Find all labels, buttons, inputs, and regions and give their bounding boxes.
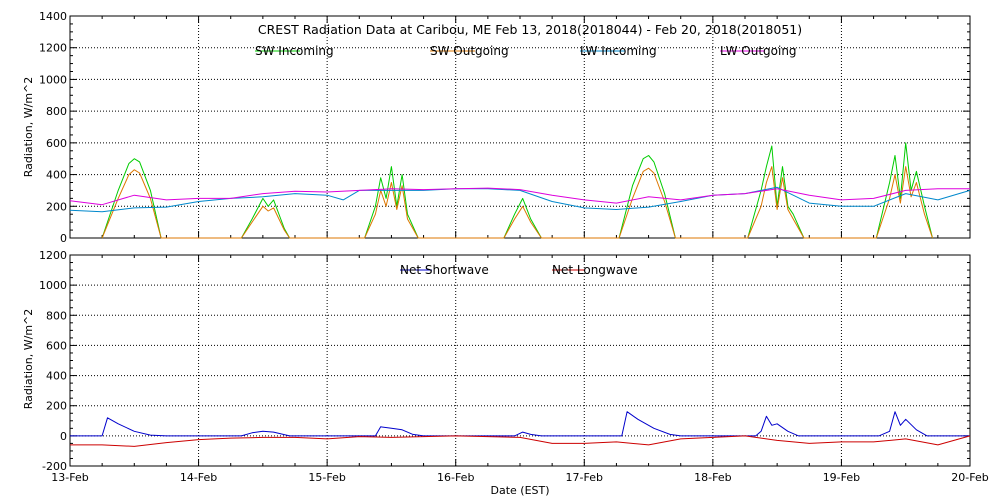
y-axis-label-top: Radiation, W/m^2 <box>22 77 35 178</box>
x-axis-label: Date (EST) <box>490 484 549 497</box>
x-tick-label: 16-Feb <box>437 471 474 484</box>
bottom-plot-frame <box>69 254 971 467</box>
x-tick-label: 14-Feb <box>180 471 217 484</box>
series-line-net-longwave <box>70 435 971 447</box>
bottom-y-tick-label: 0 <box>60 430 67 443</box>
bottom-panel: 13-Feb 14-Feb 15-Feb 16-Feb 17-Feb 18-Feb 19-F… <box>39 249 989 484</box>
bottom-y-tick-label: 1200 <box>39 249 67 262</box>
series-line-lw-outgoing <box>69 187 970 206</box>
legend-label-lw-outgoing: LW Outgoing <box>720 44 797 58</box>
top-y-tick-label: 600 <box>46 137 67 150</box>
top-panel: 0 200 400 600 800 1000 1200 1400 SW Incoming SW O… <box>39 10 971 245</box>
x-tick-label: 18-Feb <box>694 471 731 484</box>
series-line-sw-outgoing <box>101 166 933 239</box>
x-tick-label: 17-Feb <box>566 471 603 484</box>
legend-label-lw-incoming: LW Incoming <box>580 44 657 58</box>
legend-label-sw-incoming: SW Incoming <box>255 44 334 58</box>
chart-title: CREST Radiation Data at Caribou, ME Feb … <box>258 22 802 37</box>
legend-label-net-longwave: Net Longwave <box>552 263 638 277</box>
top-y-tick-label: 0 <box>60 232 67 245</box>
bottom-y-tick-label: 200 <box>46 400 67 413</box>
top-y-tick-label: 1400 <box>39 10 67 23</box>
top-y-tick-label: 800 <box>46 105 67 118</box>
top-y-tick-label: 200 <box>46 200 67 213</box>
x-tick-label: 15-Feb <box>308 471 345 484</box>
bottom-y-tick-label: 1000 <box>39 279 67 292</box>
top-y-tick-label: 1200 <box>39 42 67 55</box>
bottom-y-tick-label: 600 <box>46 339 67 352</box>
top-y-tick-label: 400 <box>46 169 67 182</box>
bottom-y-tick-label: 800 <box>46 309 67 322</box>
y-axis-label-bottom: Radiation, W/m^2 <box>22 309 35 410</box>
series-line-net-shortwave <box>70 411 970 437</box>
x-tick-label: 20-Feb <box>951 471 988 484</box>
x-tick-label: 13-Feb <box>51 471 88 484</box>
bottom-y-tick-label: -200 <box>42 460 67 473</box>
series-line-lw-incoming <box>69 186 971 213</box>
bottom-y-tick-label: 400 <box>46 370 67 383</box>
legend-label-sw-outgoing: SW Outgoing <box>430 44 509 58</box>
legend-label-net-shortwave: Net Shortwave <box>400 263 489 277</box>
top-y-tick-label: 1000 <box>39 73 67 86</box>
x-tick-label: 19-Feb <box>823 471 860 484</box>
